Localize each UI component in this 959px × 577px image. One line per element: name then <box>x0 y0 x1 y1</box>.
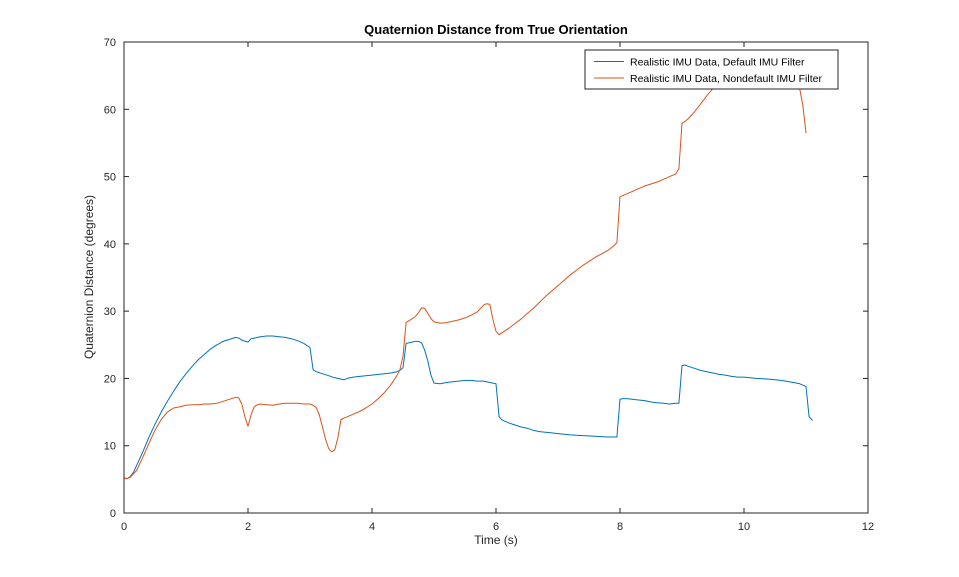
series-line-1 <box>123 69 807 480</box>
y-tick-label: 40 <box>104 239 116 251</box>
x-tick-label: 6 <box>493 521 499 533</box>
y-tick-label: 20 <box>104 373 116 385</box>
x-tick-label: 10 <box>738 521 750 533</box>
y-tick-label: 30 <box>104 306 116 318</box>
x-tick-label: 12 <box>862 521 874 533</box>
x-tick-label: 4 <box>369 521 375 533</box>
legend-label-0: Realistic IMU Data, Default IMU Filter <box>630 56 805 68</box>
legend-box <box>584 49 839 90</box>
y-axis-label: Quaternion Distance (degrees) <box>82 194 96 360</box>
legend-label-1: Realistic IMU Data, Nondefault IMU Filte… <box>630 73 822 85</box>
axes-box <box>123 41 869 514</box>
x-tick-label: 8 <box>617 521 623 533</box>
chart-title: Quaternion Distance from True Orientatio… <box>364 22 628 37</box>
x-tick-label: 2 <box>245 521 251 533</box>
x-axis-label: Time (s) <box>474 533 518 547</box>
y-tick-label: 0 <box>110 508 116 520</box>
y-tick-label: 10 <box>104 441 116 453</box>
y-tick-label: 60 <box>104 104 116 116</box>
x-tick-label: 0 <box>121 521 127 533</box>
y-tick-label: 50 <box>104 172 116 184</box>
series-line-0 <box>123 335 813 480</box>
y-tick-label: 70 <box>104 37 116 49</box>
